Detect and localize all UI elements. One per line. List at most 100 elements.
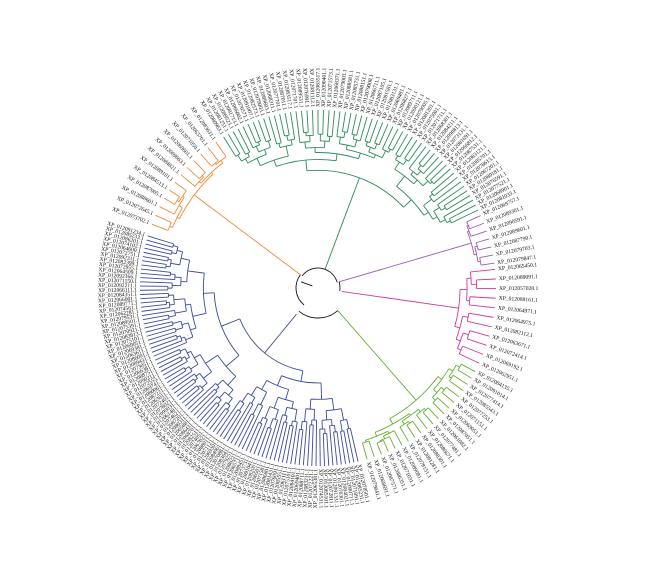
leaf-label: XP_012081112.1 <box>308 68 315 107</box>
tree-branch-arc <box>167 257 169 262</box>
tree-branch-arc <box>406 420 413 426</box>
tree-branch-arc <box>362 440 370 444</box>
tree-branch <box>387 431 390 434</box>
tree-branch <box>175 327 183 331</box>
tree-branch-arc <box>276 142 282 145</box>
leaf-label: XP_012088711.1 <box>297 468 306 508</box>
tree-branch <box>374 432 378 437</box>
tree-branch <box>286 425 294 464</box>
tree-branch <box>151 223 169 231</box>
tree-branch <box>396 175 405 187</box>
tree-branch <box>147 331 177 341</box>
tree-branch <box>220 160 224 164</box>
tree-branch <box>335 153 338 161</box>
tree-branch-arc <box>401 408 419 422</box>
tree-branch <box>167 258 172 261</box>
tree-branch-arc <box>214 388 218 392</box>
tree-branch <box>169 303 175 306</box>
tree-branch <box>346 429 355 463</box>
tree-branch <box>376 442 382 455</box>
tree-branch <box>147 235 174 245</box>
tree-branch <box>470 230 487 237</box>
tree-branch <box>333 431 338 466</box>
tree-branch <box>312 110 314 136</box>
tree-branch <box>290 421 298 464</box>
leaf-label: XP_012090401.1 <box>321 68 328 108</box>
tree-branch <box>174 310 187 314</box>
tree-branch-arc <box>295 274 305 306</box>
tree-branch <box>273 397 279 409</box>
tree-branch <box>260 392 268 405</box>
tree-branch <box>413 179 418 185</box>
tree-branch <box>425 160 443 179</box>
tree-branch <box>279 114 285 137</box>
tree-branch <box>429 193 433 197</box>
tree-branch <box>150 338 178 349</box>
tree-branch <box>145 324 174 333</box>
tree-branch-arc <box>346 148 375 159</box>
tree-branch-arc <box>376 439 384 444</box>
tree-branch <box>374 143 378 150</box>
tree-branch <box>241 405 264 450</box>
tree-branch <box>166 370 187 383</box>
tree-branch <box>301 110 304 133</box>
tree-branch <box>140 293 169 295</box>
tree-branch <box>187 383 216 410</box>
tree-branch <box>140 300 167 304</box>
tree-branch <box>257 141 260 146</box>
tree-branch <box>228 133 241 155</box>
tree-branch <box>291 401 294 409</box>
tree-branch <box>190 327 197 331</box>
tree-branch <box>329 425 334 466</box>
tree-branch <box>223 136 237 157</box>
tree-branch <box>423 156 439 174</box>
tree-branch <box>417 165 422 170</box>
tree-branch-arc <box>466 221 471 229</box>
tree-branch-arc <box>179 251 184 265</box>
tree-branch <box>232 131 246 155</box>
tree-branch <box>409 393 417 401</box>
tree-branch-arc <box>225 408 229 411</box>
tree-branch <box>326 110 330 137</box>
tree-branch <box>194 378 198 381</box>
tree-branch <box>433 181 462 203</box>
tree-branch <box>252 122 262 142</box>
tree-branch-arc <box>165 264 167 269</box>
tree-branch <box>187 350 191 354</box>
tree-branch <box>399 426 409 442</box>
tree-branch <box>349 428 359 462</box>
tree-branch <box>140 296 169 300</box>
tree-branch <box>153 342 187 357</box>
tree-branch-arc <box>365 145 375 150</box>
tree-branch <box>187 270 205 274</box>
tree-branch <box>201 175 204 178</box>
leaf-label: XP_012064509.1 <box>98 267 138 276</box>
tree-branch <box>199 402 217 422</box>
tree-branch <box>295 111 301 143</box>
tree-branch <box>403 199 412 208</box>
tree-branch <box>151 340 183 353</box>
tree-branch <box>331 419 333 426</box>
tree-branch <box>200 153 212 167</box>
tree-branch <box>218 391 226 399</box>
tree-branch <box>176 381 197 397</box>
tree-branch <box>278 143 281 148</box>
tree-branch <box>300 281 313 287</box>
tree-branch <box>178 205 183 208</box>
tree-branch <box>457 348 462 351</box>
tree-branch <box>406 424 416 438</box>
tree-branch <box>181 388 200 404</box>
tree-branch <box>144 247 172 255</box>
tree-branch <box>325 410 328 421</box>
tree-branch <box>176 335 181 338</box>
tree-branch <box>311 424 314 466</box>
leaf-label: XP_012091331.1 <box>330 468 339 508</box>
tree-branch <box>225 355 240 367</box>
tree-branch <box>476 278 496 281</box>
tree-branch <box>461 363 476 372</box>
tree-branch-arc <box>251 413 255 416</box>
tree-branch <box>215 386 220 391</box>
tree-branch <box>247 152 250 157</box>
tree-branch-arc <box>247 153 267 164</box>
tree-branch <box>173 245 179 248</box>
